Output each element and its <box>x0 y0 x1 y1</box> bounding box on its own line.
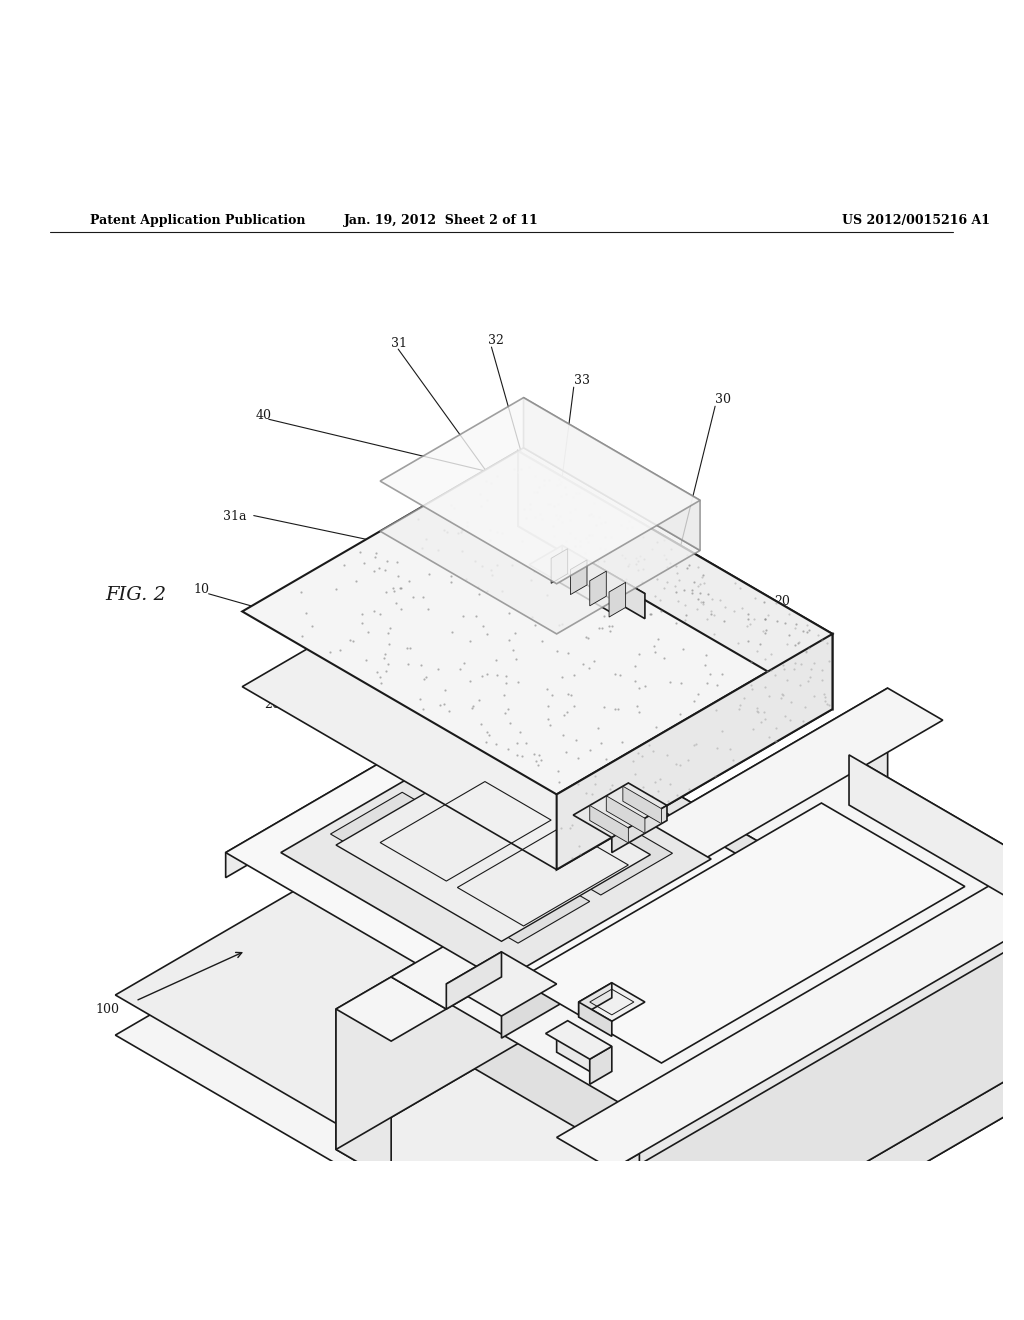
Polygon shape <box>888 829 1024 1024</box>
Polygon shape <box>529 545 645 612</box>
Polygon shape <box>243 527 833 870</box>
Polygon shape <box>546 1020 611 1059</box>
Polygon shape <box>590 1047 611 1084</box>
Polygon shape <box>611 805 667 853</box>
Polygon shape <box>623 787 662 824</box>
Polygon shape <box>490 690 523 704</box>
Polygon shape <box>513 803 673 895</box>
Polygon shape <box>609 582 626 616</box>
Text: 200: 200 <box>264 698 288 711</box>
Polygon shape <box>243 451 833 795</box>
Polygon shape <box>849 755 1024 924</box>
Polygon shape <box>435 755 849 1045</box>
Polygon shape <box>551 549 567 583</box>
Polygon shape <box>518 803 965 1063</box>
Polygon shape <box>336 829 1024 1309</box>
Text: 20: 20 <box>774 595 791 607</box>
Polygon shape <box>523 397 700 550</box>
Polygon shape <box>435 805 1024 1164</box>
Polygon shape <box>557 634 833 870</box>
Text: Patent Application Publication: Patent Application Publication <box>90 214 306 227</box>
Polygon shape <box>490 672 523 685</box>
Text: 32a: 32a <box>599 574 623 587</box>
Text: FIG. 2: FIG. 2 <box>105 586 166 603</box>
Polygon shape <box>590 572 606 606</box>
Polygon shape <box>502 853 777 1038</box>
Text: 31: 31 <box>391 337 408 350</box>
Polygon shape <box>116 771 971 1267</box>
Polygon shape <box>595 906 623 952</box>
Polygon shape <box>595 921 722 1026</box>
Polygon shape <box>490 681 523 694</box>
Polygon shape <box>557 1027 601 1078</box>
Polygon shape <box>380 397 700 583</box>
Polygon shape <box>225 692 777 1012</box>
Polygon shape <box>380 447 700 634</box>
Polygon shape <box>595 906 750 995</box>
Polygon shape <box>502 692 777 878</box>
Polygon shape <box>446 952 557 1016</box>
Polygon shape <box>336 1008 391 1181</box>
Polygon shape <box>430 850 590 944</box>
Text: 40: 40 <box>256 409 271 422</box>
Polygon shape <box>435 755 1024 1114</box>
Polygon shape <box>336 863 1024 1320</box>
Polygon shape <box>391 688 943 1008</box>
Polygon shape <box>611 849 1024 1309</box>
Text: 33: 33 <box>573 374 590 387</box>
Text: 10: 10 <box>194 583 210 595</box>
Polygon shape <box>446 952 502 1008</box>
Polygon shape <box>490 700 523 713</box>
Text: 300: 300 <box>499 585 522 598</box>
Polygon shape <box>225 692 502 878</box>
Polygon shape <box>518 451 833 709</box>
Polygon shape <box>611 989 1024 1320</box>
Text: 32b: 32b <box>589 520 612 532</box>
Polygon shape <box>579 983 611 1016</box>
Polygon shape <box>570 560 587 594</box>
Polygon shape <box>562 545 645 619</box>
Polygon shape <box>336 688 888 1150</box>
Polygon shape <box>336 759 650 941</box>
Polygon shape <box>331 792 490 886</box>
Text: Jan. 19, 2012  Sheet 2 of 11: Jan. 19, 2012 Sheet 2 of 11 <box>344 214 539 227</box>
Polygon shape <box>585 1043 971 1308</box>
Text: 32: 32 <box>488 334 505 347</box>
Text: 240: 240 <box>416 605 440 618</box>
Polygon shape <box>579 1002 611 1036</box>
Polygon shape <box>414 744 573 837</box>
Polygon shape <box>606 796 645 833</box>
Polygon shape <box>639 874 1024 1164</box>
Polygon shape <box>573 783 667 837</box>
Polygon shape <box>116 810 971 1308</box>
Polygon shape <box>590 805 629 843</box>
Text: 30: 30 <box>715 393 731 407</box>
Text: US 2012/0015216 A1: US 2012/0015216 A1 <box>843 214 990 227</box>
Polygon shape <box>336 977 446 1041</box>
Text: 311: 311 <box>354 595 378 607</box>
Polygon shape <box>502 771 971 1084</box>
Text: 31a: 31a <box>222 510 246 523</box>
Text: 100: 100 <box>95 1003 119 1016</box>
Polygon shape <box>557 817 1024 1170</box>
Polygon shape <box>579 983 645 1022</box>
Polygon shape <box>281 730 711 981</box>
